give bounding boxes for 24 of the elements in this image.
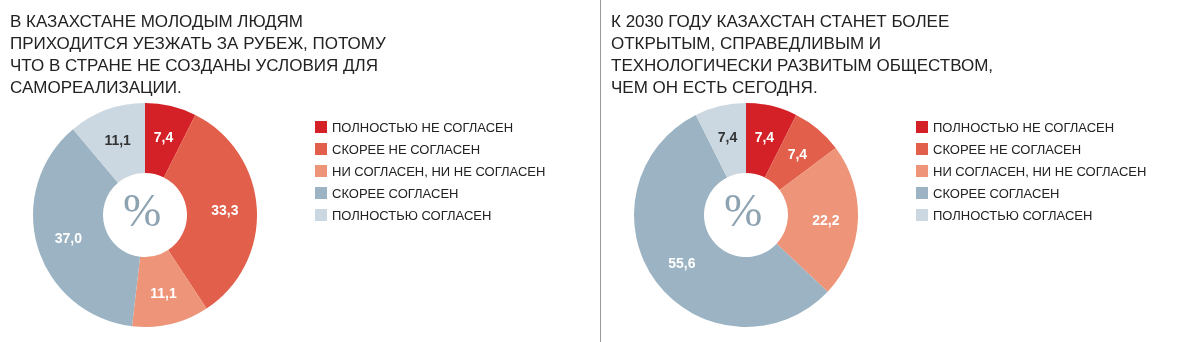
data-label: 7,4 [754,129,775,146]
legend-label: ПОЛНОСТЬЮ НЕ СОГЛАСЕН [933,119,1115,135]
data-label: 11,1 [104,131,132,148]
chart-title: В КАЗАХСТАНЕ МОЛОДЫМ ЛЮДЯМ ПРИХОДИТСЯ УЕЗЖАТЬ ЗА РУБЕЖ, ПОТОМУ ЧТО В СТРАНЕ НЕ СОЗДАНЫ УСЛОВИЯ ДЛЯ САМОРЕАЛИЗАЦИИ. [10,11,391,97]
legend-label: НИ СОГЛАСЕН, НИ НЕ СОГЛАСЕН [332,163,546,179]
text: % [123,184,162,236]
legend-label: ПОЛНОСТЬЮ НЕ СОГЛАСЕН [332,119,514,135]
data-label: 7,4 [153,129,174,146]
data-label: 11,1 [150,284,177,301]
legend-label: СКОРЕЕ СОГЛАСЕН [332,185,459,201]
legend-label: СКОРЕЕ НЕ СОГЛАСЕН [933,141,1082,157]
data-label: 22,2 [812,211,840,228]
data-label: 37,0 [54,229,83,246]
data-label: 7,4 [717,129,738,146]
data-label: 33,3 [211,202,239,219]
legend-label: СКОРЕЕ СОГЛАСЕН [933,185,1060,201]
text: % [724,184,763,236]
legend-label: НИ СОГЛАСЕН, НИ НЕ СОГЛАСЕН [933,163,1147,179]
legend-label: ПОЛНОСТЬЮ СОГЛАСЕН [933,207,1093,223]
legend-label: ПОЛНОСТЬЮ СОГЛАСЕН [332,207,492,223]
chart-title: К 2030 ГОДУ КАЗАХСТАН СТАНЕТ БОЛЕЕ ОТКРЫТЫМ, СПРАВЕДЛИВЫМ И ТЕХНОЛОГИЧЕСКИ РАЗВИТЫМ ОБЩЕСТВОМ, ЧЕМ ОН ЕСТЬ СЕГОДНЯ. [611,11,998,97]
data-label: 55,6 [668,254,696,271]
data-label: 7,4 [787,145,808,162]
legend-label: СКОРЕЕ НЕ СОГЛАСЕН [332,141,481,157]
